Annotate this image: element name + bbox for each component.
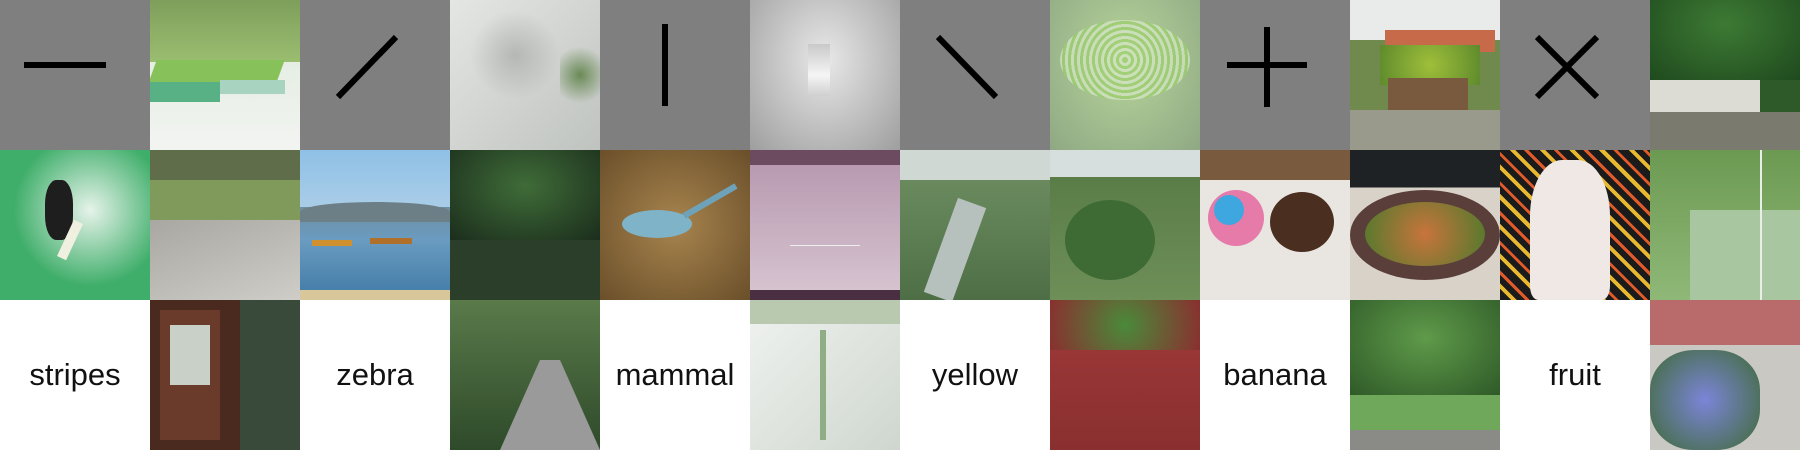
photo-dark-trees xyxy=(450,150,600,300)
word-cell-stripes: stripes xyxy=(0,300,150,450)
photo-wall-leaf-shadows xyxy=(450,0,600,150)
word-label: yellow xyxy=(931,357,1019,392)
photo-floral-painting xyxy=(1500,150,1650,300)
word-label: mammal xyxy=(615,357,735,392)
photo-salad-plate xyxy=(1350,150,1500,300)
word-cell-banana: banana xyxy=(1200,300,1350,450)
photo-boats-lake xyxy=(300,150,450,300)
word-label: banana xyxy=(1223,357,1327,392)
word-label: fruit xyxy=(1549,357,1601,392)
photo-trees-fence xyxy=(1650,0,1800,150)
photo-donuts xyxy=(1200,150,1350,300)
vertical-line-icon xyxy=(600,0,750,150)
photo-stone-path xyxy=(150,150,300,300)
word-cell-fruit: fruit xyxy=(1500,300,1650,450)
diagonal-slash-icon xyxy=(300,0,450,150)
photo-forest-path xyxy=(450,300,600,450)
photo-red-wall-ivy xyxy=(1050,300,1200,450)
photo-river-valley xyxy=(900,150,1050,300)
word-cell-zebra: zebra xyxy=(300,300,450,450)
photo-wooden-door xyxy=(150,300,300,450)
word-label: zebra xyxy=(336,357,414,392)
photo-green-mesh xyxy=(1050,0,1200,150)
photo-blue-bird xyxy=(600,150,750,300)
photo-indoor-court xyxy=(750,150,900,300)
plus-icon xyxy=(1200,0,1350,150)
photo-ivy-white-wall xyxy=(750,300,900,450)
photo-hedge-lawn xyxy=(150,0,300,150)
photo-garden-flowers xyxy=(1650,300,1800,450)
word-cell-mammal: mammal xyxy=(600,300,750,450)
photo-green-bushes xyxy=(1050,150,1200,300)
photo-tennis-court xyxy=(1650,150,1800,300)
word-cell-yellow: yellow xyxy=(900,300,1050,450)
photo-surfer xyxy=(0,150,150,300)
word-label: stripes xyxy=(29,357,121,392)
photo-grey-room-box xyxy=(750,0,900,150)
x-cross-icon xyxy=(1500,0,1650,150)
photo-planter-box xyxy=(1350,0,1500,150)
horizontal-line-icon xyxy=(0,0,150,150)
photo-large-tree-lawn xyxy=(1350,300,1500,450)
diagonal-backslash-icon xyxy=(900,0,1050,150)
